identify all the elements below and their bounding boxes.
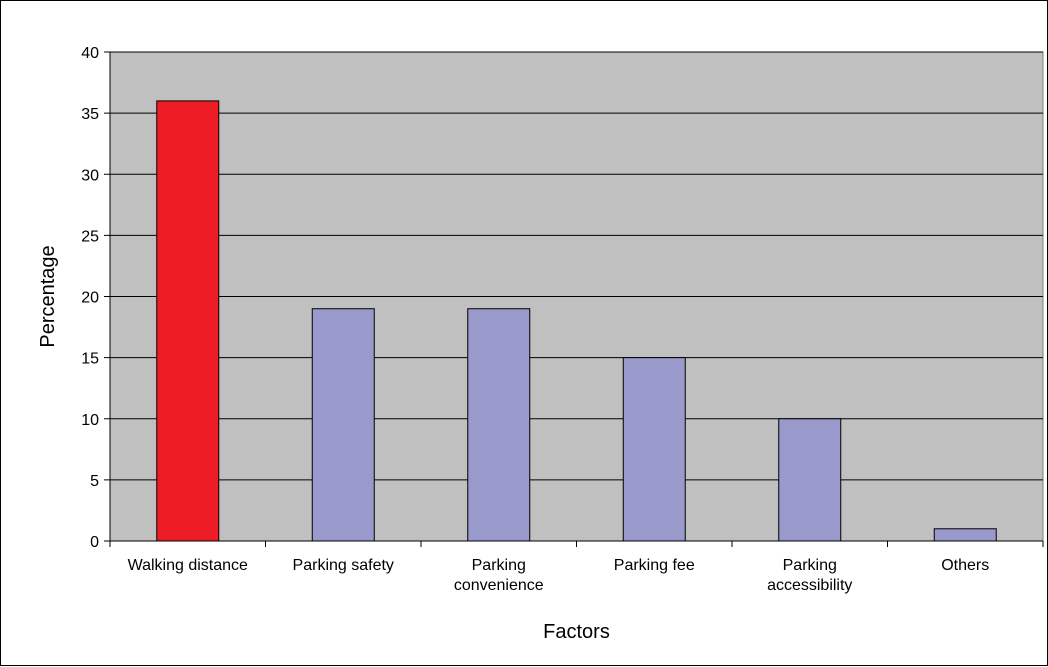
x-tick-label: Parking safety — [293, 557, 394, 574]
y-tick-label: 10 — [81, 412, 99, 429]
y-tick-label: 25 — [81, 228, 99, 245]
bars — [156, 100, 997, 542]
bar — [933, 528, 997, 542]
y-tick-label: 40 — [81, 45, 99, 62]
y-tick-label: 5 — [90, 473, 99, 490]
x-tick-label: Others — [941, 557, 989, 574]
bar — [778, 418, 842, 542]
bar — [311, 308, 375, 542]
y-axis: 0 5 10 15 20 25 30 35 40 — [81, 45, 111, 551]
y-tick-label: 35 — [81, 106, 99, 123]
y-tick-label: 30 — [81, 167, 99, 184]
y-tick-label: 15 — [81, 351, 99, 368]
gridlines — [110, 51, 1043, 481]
y-tick-label: 20 — [81, 290, 99, 307]
bar — [467, 308, 531, 542]
x-tick-label: Parking accessibility — [767, 557, 852, 594]
x-tick-label: Walking distance — [128, 557, 248, 574]
x-axis-title: Factors — [543, 621, 610, 643]
bar — [156, 100, 220, 542]
bar — [622, 357, 686, 542]
y-tick-label: 0 — [90, 534, 99, 551]
y-axis-title: Percentage — [37, 245, 59, 347]
x-tick-label: Parking fee — [614, 557, 695, 574]
x-axis: Walking distance Parking safety Parking con… — [109, 540, 1044, 594]
x-tick-label: Parking convenience — [454, 557, 544, 594]
